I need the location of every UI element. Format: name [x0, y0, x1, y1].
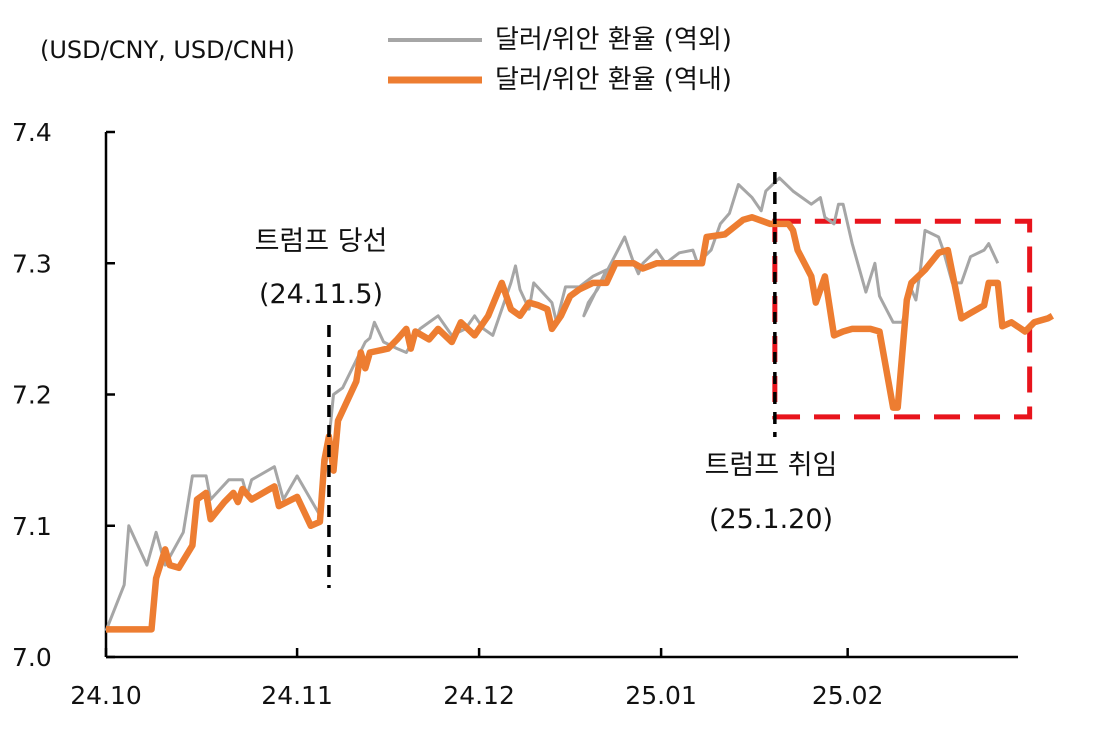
election-date: (24.11.5): [259, 279, 383, 310]
series-line-offshore: [104, 176, 1000, 632]
inauguration-date: (25.1.20): [709, 504, 833, 535]
inauguration-title: 트럼프 취임: [705, 450, 838, 481]
series-line-onshore: [106, 214, 1054, 633]
x-tick-label: 24.10: [70, 681, 142, 710]
x-tick-label: 25.01: [625, 681, 697, 710]
y-ticks: 7.0 7.1 7.2 7.3 7.4: [12, 118, 115, 672]
annotation-election: 트럼프 당선 (24.11.5): [255, 226, 388, 588]
election-title: 트럼프 당선: [255, 226, 388, 257]
x-tick-label: 25.02: [812, 681, 884, 710]
y-tick-label: 7.4: [12, 118, 52, 147]
y-tick-label: 7.2: [12, 381, 52, 410]
y-tick-label: 7.3: [12, 249, 52, 278]
legend: 달러/위안 환율 (역외) 달러/위안 환율 (역내): [388, 25, 732, 95]
y-tick-label: 7.1: [12, 512, 52, 541]
annotation-inauguration: 트럼프 취임 (25.1.20): [705, 172, 838, 535]
x-ticks: 24.10 24.11 24.12 25.01 25.02: [70, 648, 883, 710]
legend-label-onshore: 달러/위안 환율 (역내): [495, 65, 732, 95]
legend-label-offshore: 달러/위안 환율 (역외): [495, 25, 732, 55]
unit-label: (USD/CNY, USD/CNH): [40, 36, 295, 64]
y-tick-label: 7.0: [12, 643, 52, 672]
x-tick-label: 24.11: [261, 681, 333, 710]
x-tick-label: 24.12: [443, 681, 515, 710]
